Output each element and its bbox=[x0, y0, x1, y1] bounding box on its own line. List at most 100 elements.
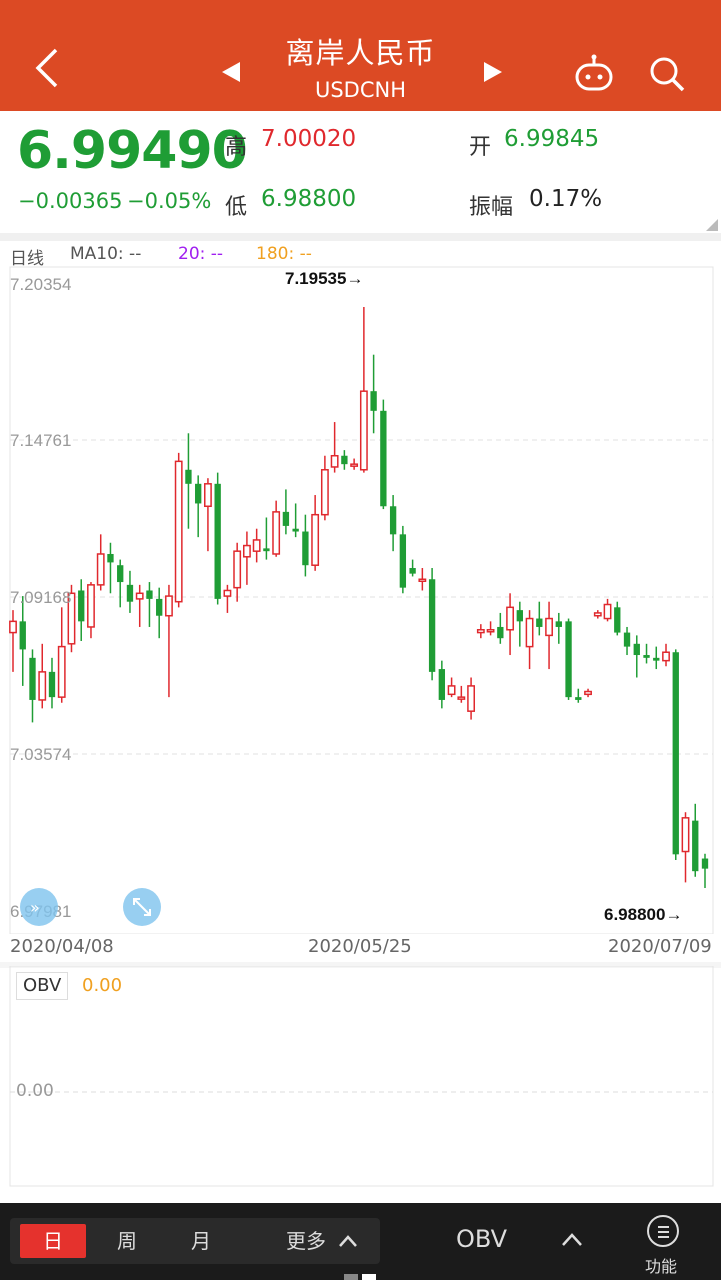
candle bbox=[701, 853, 709, 889]
candle bbox=[476, 624, 485, 639]
candle bbox=[117, 559, 124, 608]
candle bbox=[389, 495, 397, 552]
candle-body bbox=[156, 598, 163, 616]
candle-body bbox=[555, 621, 562, 627]
page-title: 离岸人民币 bbox=[285, 36, 436, 70]
indicator-selector[interactable]: OBV bbox=[456, 1225, 508, 1253]
next-symbol-icon[interactable] bbox=[480, 58, 506, 86]
candle-body bbox=[525, 617, 534, 648]
candle bbox=[545, 601, 553, 670]
candle-body bbox=[282, 511, 290, 526]
candle-body bbox=[204, 483, 212, 508]
candle-body bbox=[467, 685, 476, 712]
candle bbox=[633, 635, 640, 678]
max-price-marker: 7.19535→ bbox=[285, 269, 363, 288]
y-tick-label: 7.03574 bbox=[10, 745, 71, 764]
y-tick-label: 7.20354 bbox=[10, 275, 71, 294]
candle bbox=[418, 568, 427, 591]
candle bbox=[584, 688, 592, 698]
candle-body bbox=[692, 820, 699, 872]
candle-body bbox=[165, 595, 173, 617]
ma180-label: 180: -- bbox=[256, 244, 312, 264]
candle bbox=[282, 489, 290, 535]
candle-body bbox=[174, 460, 183, 603]
chevron-up-icon[interactable] bbox=[560, 1231, 584, 1247]
candle-body bbox=[633, 643, 640, 656]
candle bbox=[467, 677, 476, 720]
candle-body bbox=[195, 483, 202, 504]
ma20-label: 20: -- bbox=[178, 244, 224, 264]
candle bbox=[67, 584, 76, 653]
candle-body bbox=[107, 553, 114, 563]
chevron-up-icon[interactable] bbox=[338, 1234, 358, 1248]
tab-month[interactable]: 月 bbox=[191, 1229, 211, 1253]
scroll-left-button[interactable]: » bbox=[20, 888, 58, 926]
candle-body bbox=[263, 548, 270, 552]
ma10-label: MA10: -- bbox=[70, 244, 142, 264]
candle-body bbox=[545, 617, 553, 637]
function-label[interactable]: 功能 bbox=[645, 1257, 678, 1276]
candle bbox=[350, 458, 359, 470]
last-price: 6.99490 bbox=[17, 121, 248, 181]
previous-symbol-icon[interactable] bbox=[218, 58, 244, 86]
candle-body bbox=[126, 584, 134, 602]
candle-body bbox=[565, 621, 572, 698]
candle-body bbox=[320, 469, 329, 516]
price-change: −0.00365 bbox=[18, 189, 123, 213]
candle-body bbox=[38, 671, 47, 701]
candle bbox=[330, 422, 339, 473]
candle-body bbox=[272, 511, 281, 555]
candle bbox=[96, 534, 105, 591]
candle bbox=[565, 618, 572, 700]
candle bbox=[593, 610, 602, 619]
low-label: 低 bbox=[225, 195, 248, 220]
candle bbox=[146, 582, 153, 627]
back-chevron-icon[interactable] bbox=[30, 46, 66, 90]
min-price-marker: 6.98800→ bbox=[604, 905, 682, 924]
candle-body bbox=[536, 618, 543, 627]
robot-icon[interactable] bbox=[574, 54, 614, 92]
candle bbox=[223, 584, 232, 613]
candle bbox=[252, 528, 261, 563]
candle-body bbox=[311, 513, 320, 566]
candle-body bbox=[242, 544, 251, 558]
date-start: 2020/04/08 bbox=[10, 936, 114, 957]
candle-body bbox=[233, 550, 242, 589]
menu-icon[interactable] bbox=[647, 1215, 679, 1247]
candle-body bbox=[438, 669, 446, 700]
candle bbox=[87, 582, 95, 639]
candle bbox=[380, 399, 387, 510]
tab-day[interactable]: 日 bbox=[20, 1224, 86, 1258]
candle bbox=[525, 610, 534, 670]
candle-body bbox=[593, 612, 602, 617]
tab-week[interactable]: 周 bbox=[117, 1229, 137, 1253]
candle-body bbox=[29, 657, 36, 700]
obv-indicator-label[interactable]: OBV bbox=[16, 972, 69, 1000]
tab-more[interactable]: 更多 bbox=[286, 1229, 326, 1253]
expand-corner-icon[interactable] bbox=[706, 219, 718, 231]
search-icon[interactable] bbox=[647, 54, 687, 94]
candle-body bbox=[672, 652, 679, 855]
candle-body bbox=[476, 629, 485, 634]
fullscreen-button[interactable] bbox=[123, 888, 161, 926]
candle bbox=[292, 503, 299, 538]
svg-text:»: » bbox=[30, 898, 40, 917]
candle bbox=[603, 598, 612, 622]
candle bbox=[233, 542, 242, 602]
candle bbox=[214, 472, 221, 605]
candle-body bbox=[223, 589, 232, 597]
candle-body bbox=[486, 629, 495, 633]
candle-body bbox=[341, 455, 348, 465]
candle-body bbox=[292, 528, 299, 532]
candle-body bbox=[96, 553, 105, 586]
candle bbox=[174, 452, 183, 608]
period-label: 日线 bbox=[10, 249, 44, 269]
period-tabs: 日 周 月 更多 bbox=[10, 1218, 380, 1264]
candle bbox=[486, 621, 495, 636]
symbol-code: USDCNH bbox=[314, 78, 407, 102]
candle bbox=[575, 688, 582, 703]
candle bbox=[165, 584, 173, 698]
candle bbox=[204, 478, 212, 552]
obv-panel[interactable] bbox=[0, 966, 721, 1188]
